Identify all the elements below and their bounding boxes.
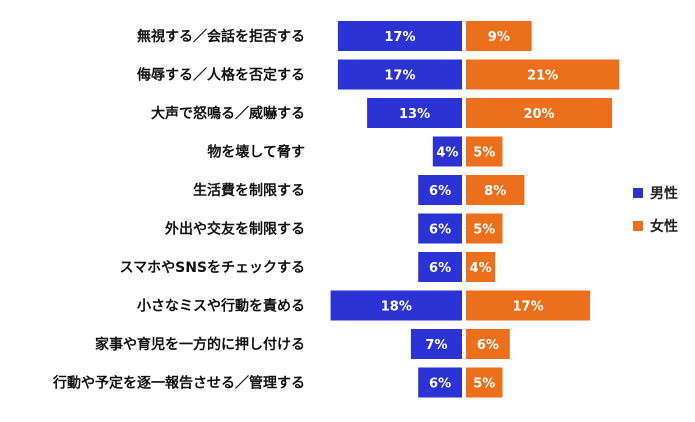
bar-female — [466, 175, 525, 205]
data-label-female: 5% — [473, 146, 495, 161]
legend-swatch — [633, 221, 643, 231]
data-label-male: 6% — [429, 184, 451, 199]
bar-male — [410, 329, 462, 359]
bar-female — [466, 21, 532, 51]
data-label-male: 6% — [429, 261, 451, 276]
data-label-male: 17% — [384, 69, 415, 84]
category-label: 行動や予定を逐一報告させる／管理する — [52, 375, 305, 392]
data-label-female: 5% — [473, 223, 495, 238]
bar-female — [466, 59, 620, 90]
bar-male — [330, 290, 462, 321]
data-label-female: 17% — [512, 300, 543, 315]
data-label-male: 6% — [429, 223, 451, 238]
bar-female — [466, 136, 503, 167]
data-label-male: 4% — [436, 146, 458, 161]
bar-male — [418, 367, 462, 398]
category-label: 物を壊して脅す — [207, 144, 305, 161]
category-label: スマホやSNSをチェックする — [120, 260, 305, 276]
legend-swatch — [633, 188, 643, 198]
data-label-female: 5% — [473, 377, 495, 392]
data-label-female: 8% — [484, 184, 506, 199]
category-label: 外出や交友を制限する — [165, 221, 305, 238]
bar-female — [466, 290, 591, 321]
data-label-male: 7% — [425, 338, 447, 353]
bar-female — [466, 367, 503, 398]
legend-label: 女性 — [650, 218, 678, 235]
category-label: 無視する／会話を拒否する — [137, 28, 305, 45]
bar-female — [466, 213, 503, 244]
bar-female — [466, 329, 510, 359]
category-label: 家事や育児を一方的に押し付ける — [95, 336, 305, 353]
bar-female — [466, 98, 612, 128]
data-label-male: 18% — [381, 300, 412, 315]
bar-male — [418, 252, 462, 282]
data-label-female: 21% — [527, 69, 558, 84]
legend-label: 男性 — [650, 185, 678, 202]
data-label-female: 9% — [488, 30, 510, 45]
bar-male — [418, 175, 462, 205]
data-label-male: 13% — [399, 107, 430, 122]
data-label-male: 17% — [384, 30, 415, 45]
category-label: 小さなミスや行動を責める — [137, 298, 305, 315]
bar-male — [337, 59, 462, 90]
data-label-female: 6% — [477, 338, 499, 353]
bar-male — [337, 21, 462, 51]
bar-male — [367, 98, 462, 128]
data-label-female: 20% — [523, 107, 554, 122]
category-label: 生活費を制限する — [193, 182, 305, 199]
data-label-female: 4% — [470, 261, 492, 276]
bar-male — [418, 213, 462, 244]
bar-female — [466, 252, 496, 282]
data-label-male: 6% — [429, 377, 451, 392]
bar-male — [432, 136, 462, 167]
category-label: 侮辱する／人格を否定する — [137, 67, 305, 84]
category-label: 大声で怒鳴る／威嚇する — [151, 105, 305, 122]
